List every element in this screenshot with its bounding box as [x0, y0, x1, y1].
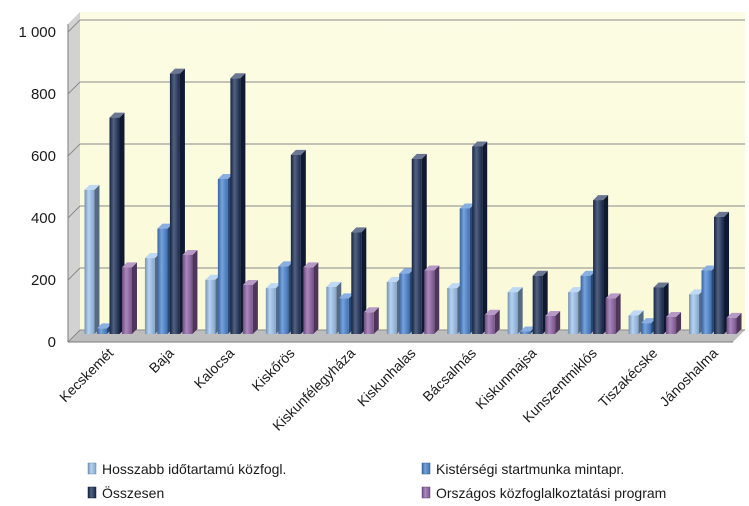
bar: [666, 311, 682, 334]
x-tick-label: Kalocsa: [191, 345, 238, 392]
x-tick-labels: Kecskemét Baja Kalocsa KiskőrösKiskunfélegy…: [56, 345, 721, 434]
x-tick-label: Kiskőrös: [248, 345, 297, 394]
bar: [424, 265, 440, 334]
y-tick-label: 600: [31, 148, 56, 165]
bar: [472, 141, 488, 334]
y-tick-label: 1 000: [18, 24, 56, 41]
legend-label: Összesen: [102, 484, 164, 501]
y-tick-label: 400: [31, 210, 56, 227]
x-tick-label: Kecskemét: [56, 345, 116, 405]
bar: [363, 307, 379, 334]
legend-item: Országos közfoglalkoztatási program: [421, 485, 666, 501]
x-tick-label: Baja: [146, 345, 177, 376]
bar: [242, 280, 258, 334]
x-tick-label: Kiskunhalas: [354, 345, 419, 410]
bar: [605, 293, 621, 334]
bar: [230, 73, 246, 334]
legend: Hosszabb időtartamú közfogl. Kistérségi s…: [87, 461, 666, 501]
legend-label: Országos közfoglalkoztatási program: [436, 485, 666, 501]
gridline-side: [67, 19, 81, 33]
y-tick-label: 200: [31, 272, 56, 289]
gridline-side: [67, 143, 81, 157]
gridline-side: [67, 329, 81, 343]
legend-item: Hosszabb időtartamú közfogl.: [87, 461, 286, 477]
legend-swatch: [421, 486, 431, 499]
legend-swatch: [421, 462, 431, 475]
plot-side-wall: [68, 12, 80, 342]
axes: [67, 24, 733, 343]
x-tick-label: Kiskunmajsa: [472, 345, 540, 413]
y-tick-label: 800: [31, 86, 56, 103]
bars: [84, 68, 742, 335]
legend-label: Kistérségi startmunka mintapr.: [436, 461, 624, 477]
y-tick-label: 0: [48, 334, 56, 351]
legend-item: Összesen: [87, 484, 164, 501]
bar: [182, 249, 198, 334]
bar: [507, 287, 523, 334]
legend-swatch: [87, 486, 97, 499]
bar: [84, 184, 100, 334]
legend-item: Kistérségi startmunka mintapr.: [421, 461, 624, 477]
x-tick-label: Jánoshalma: [656, 345, 721, 410]
bar: [351, 227, 367, 334]
bar: [726, 312, 742, 334]
gridline-side: [67, 205, 81, 219]
x-tick-label: Tiszakécske: [595, 345, 661, 411]
y-tick-labels: 0 200 400 600 800 1 000: [18, 24, 56, 351]
bar: [484, 309, 500, 334]
bar: [303, 262, 319, 334]
legend-swatch: [87, 462, 97, 475]
legend-label: Hosszabb időtartamú közfogl.: [102, 461, 286, 477]
bar: [121, 262, 137, 334]
gridline-side: [67, 81, 81, 95]
gridline-side: [67, 267, 81, 281]
x-tick-label: Bácsalmás: [419, 345, 479, 405]
bar: [545, 311, 561, 334]
bar: [714, 211, 730, 334]
